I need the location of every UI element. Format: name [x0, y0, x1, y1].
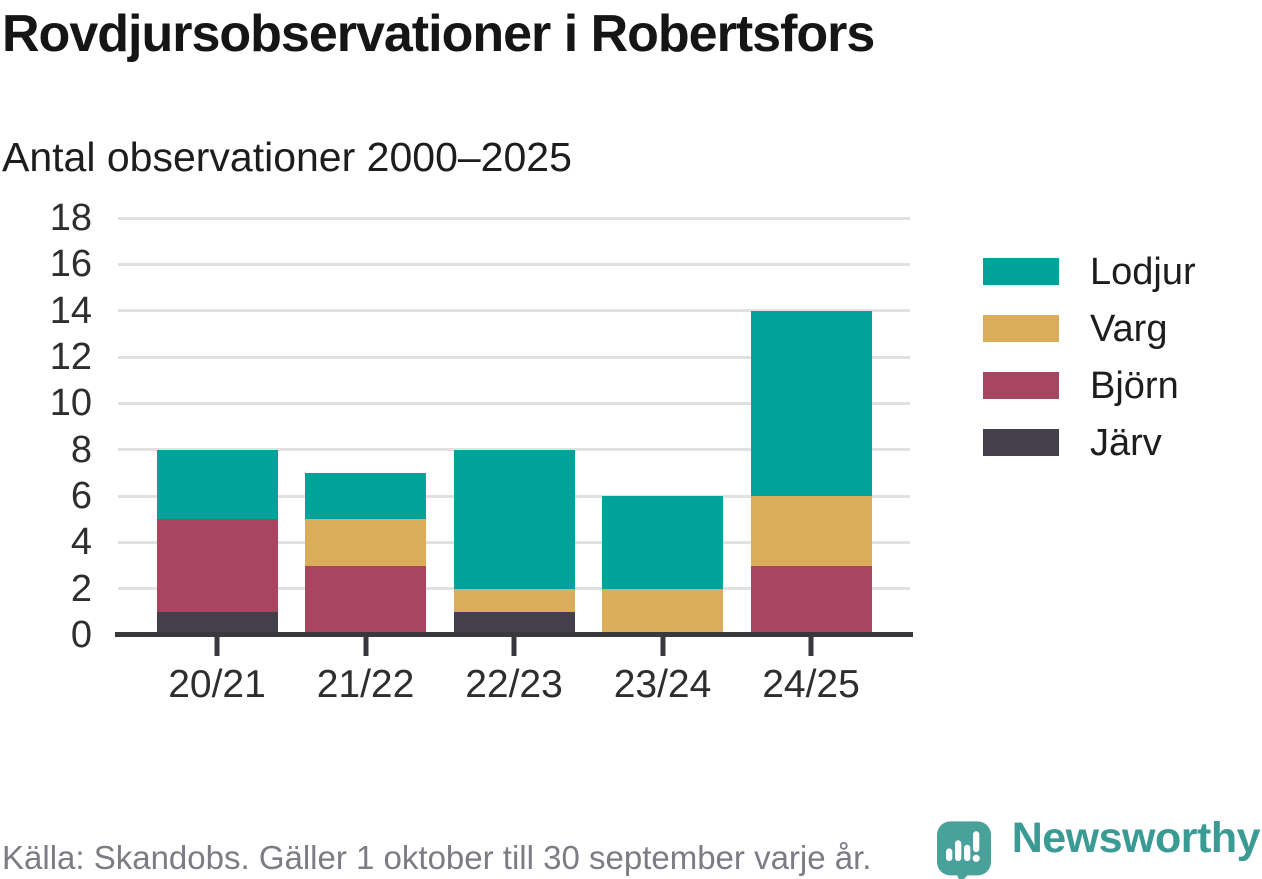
bar-segment-varg	[305, 519, 426, 566]
x-tick-label: 20/21	[168, 663, 266, 706]
y-axis: 0 2 4 6 8 10 12 14 16 18	[0, 199, 92, 654]
x-tick	[660, 635, 665, 656]
legend-label: Järv	[1090, 421, 1162, 464]
gridline	[118, 309, 910, 313]
bar-segment-järv	[156, 611, 278, 635]
legend-row-jarv: Järv	[983, 424, 1196, 462]
bar-segment-lodjur	[750, 310, 872, 496]
gridline	[118, 262, 910, 266]
x-tick	[511, 635, 517, 656]
legend-label: Varg	[1090, 307, 1168, 350]
legend-label: Lodjur	[1090, 250, 1196, 293]
bar-segment-järv	[453, 611, 575, 635]
y-tick-label: 16	[49, 243, 92, 286]
legend-swatch-jarv	[983, 429, 1059, 456]
gridline	[118, 355, 910, 359]
legend-label: Björn	[1090, 364, 1179, 407]
bar-segment-lodjur	[156, 449, 278, 520]
bar-stack-22-23	[453, 449, 575, 635]
bar-segment-lodjur	[453, 449, 575, 589]
gridline	[118, 401, 910, 405]
legend: Lodjur Varg Björn Järv	[983, 253, 1196, 486]
bar-segment-björn	[750, 565, 872, 635]
bar-segment-varg	[602, 588, 723, 635]
legend-row-lodjur: Lodjur	[983, 253, 1196, 291]
x-tick-label: 22/23	[465, 663, 563, 706]
legend-swatch-lodjur	[983, 258, 1059, 285]
y-tick-label: 2	[70, 567, 92, 610]
x-tick	[214, 635, 220, 656]
plot-area: 20/21 21/22 22/23 23/24 24/25	[115, 216, 913, 706]
bar-segment-björn	[305, 565, 426, 635]
y-tick-label: 14	[49, 289, 92, 332]
legend-swatch-varg	[983, 315, 1059, 342]
newsworthy-icon	[936, 821, 991, 879]
bar-segment-varg	[750, 496, 872, 566]
gridline	[118, 216, 910, 220]
footer: Källa: Skandobs. Gäller 1 oktober till 3…	[0, 810, 1262, 879]
y-tick-label: 18	[49, 197, 92, 239]
brand-name: Newsworthy	[1011, 814, 1261, 862]
y-tick-label: 8	[70, 428, 92, 471]
bar-stack-21-22	[305, 472, 426, 635]
bar-segment-lodjur	[305, 472, 426, 520]
legend-row-bjorn: Björn	[983, 367, 1196, 405]
y-tick-label: 12	[49, 336, 92, 378]
source-note: Källa: Skandobs. Gäller 1 oktober till 3…	[2, 839, 872, 876]
chart-subtitle: Antal observationer 2000–2025	[2, 134, 572, 180]
bar-stack-23-24	[602, 496, 723, 635]
gridline	[118, 448, 910, 452]
bar-stack-24-25	[750, 310, 872, 635]
x-tick-label: 23/24	[613, 663, 712, 706]
x-tick	[363, 635, 368, 656]
chart-title: Rovdjursobservationer i Robertsfors	[2, 5, 875, 63]
y-tick-label: 6	[70, 475, 92, 517]
y-tick-label: 0	[70, 614, 92, 656]
x-axis-line	[115, 632, 913, 637]
bar-segment-lodjur	[602, 496, 723, 589]
bar-segment-varg	[453, 588, 575, 612]
y-tick-label: 4	[70, 521, 92, 564]
legend-swatch-bjorn	[983, 372, 1059, 399]
legend-row-varg: Varg	[983, 310, 1196, 348]
x-tick-label: 24/25	[762, 663, 860, 706]
bar-segment-björn	[156, 519, 278, 612]
brand-logo: Newsworthy	[936, 814, 1261, 879]
x-tick-label: 21/22	[316, 663, 415, 706]
x-tick	[808, 635, 814, 656]
bar-stack-20-21	[156, 449, 278, 635]
y-tick-label: 10	[49, 382, 92, 425]
